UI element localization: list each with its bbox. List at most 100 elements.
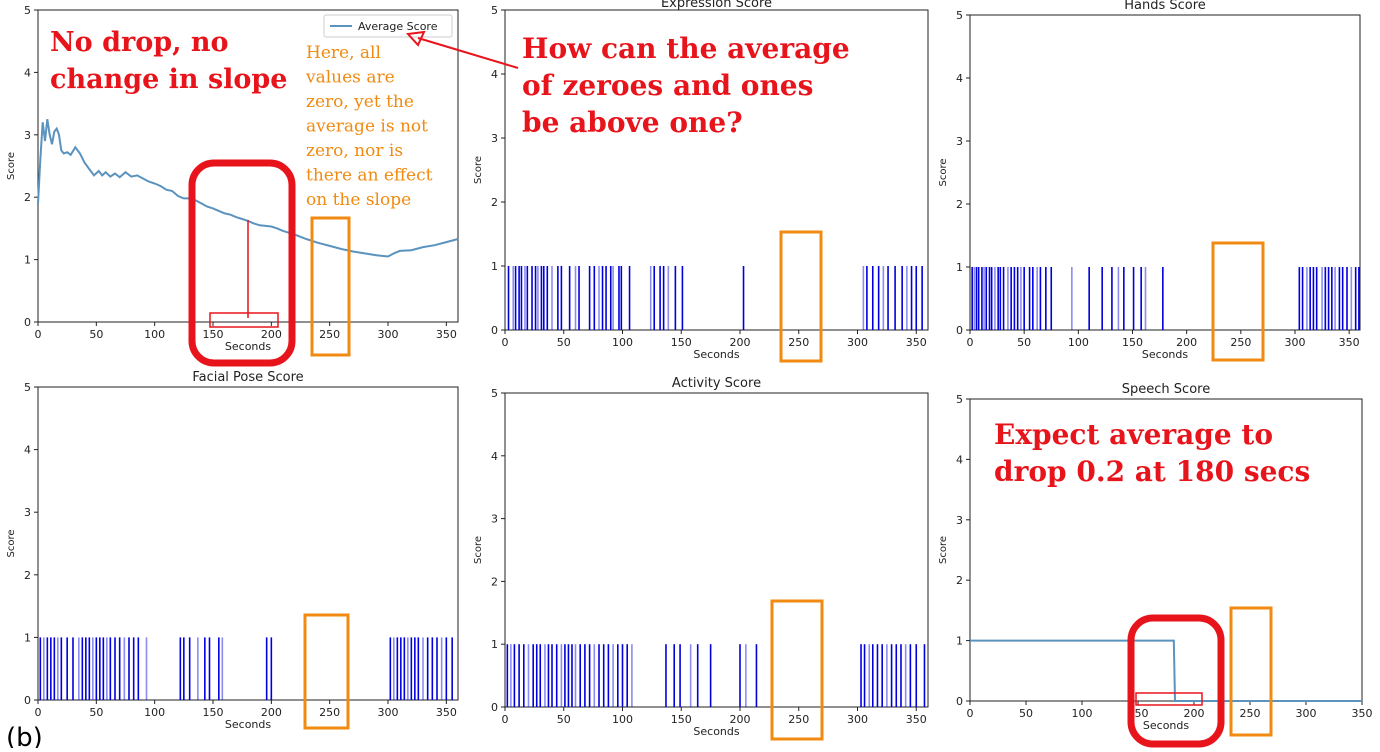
x-tick-label: 300 <box>378 328 399 341</box>
zoom-marker-speech <box>1135 692 1203 706</box>
x-axis-label: Seconds <box>225 340 271 353</box>
figure-label: (b) <box>6 723 43 748</box>
x-tick-label: 350 <box>906 336 927 349</box>
x-tick-label: 150 <box>203 328 224 341</box>
x-tick-label: 250 <box>319 328 340 341</box>
y-tick-label: 1 <box>956 635 963 648</box>
annotation-line: No drop, no <box>50 27 229 58</box>
x-tick-label: 300 <box>847 713 868 726</box>
x-tick-label: 250 <box>788 713 809 726</box>
x-tick-label: 350 <box>1339 336 1360 349</box>
x-tick-label: 150 <box>671 713 692 726</box>
y-tick-label: 0 <box>956 324 963 337</box>
y-tick-label: 2 <box>491 575 498 588</box>
annotation-line: zero, nor is <box>306 141 403 161</box>
arrow-head <box>405 30 426 47</box>
y-tick-label: 4 <box>491 450 498 463</box>
x-tick-label: 100 <box>144 328 165 341</box>
x-tick-label: 300 <box>1296 707 1317 720</box>
annotation-no-drop: No drop, no change in slope <box>50 27 287 95</box>
x-tick-label: 150 <box>1122 336 1143 349</box>
y-tick-label: 2 <box>24 191 31 204</box>
annotation-line: drop 0.2 at 180 secs <box>994 455 1310 488</box>
x-tick-label: 100 <box>612 713 633 726</box>
y-tick-label: 3 <box>24 506 31 519</box>
chart-title: Expression Score <box>661 0 772 11</box>
y-tick-label: 0 <box>956 695 963 708</box>
x-tick-label: 0 <box>967 336 974 349</box>
x-tick-label: 100 <box>1068 336 1089 349</box>
x-tick-label: 50 <box>557 336 571 349</box>
x-tick-label: 300 <box>378 706 399 719</box>
highlight-red-box-speech <box>1127 614 1225 748</box>
plot-frame <box>37 386 459 701</box>
x-tick-label: 200 <box>730 336 751 349</box>
chart-title: Activity Score <box>672 376 761 391</box>
x-axis-label: Seconds <box>693 725 739 738</box>
y-tick-label: 2 <box>956 198 963 211</box>
plot-frame <box>969 14 1361 331</box>
x-tick-label: 0 <box>502 336 509 349</box>
y-tick-label: 1 <box>24 631 31 644</box>
y-tick-label: 0 <box>491 701 498 714</box>
plot-frame <box>37 9 459 323</box>
annotation-how-can-average: How can the average of zeroes and ones be … <box>522 32 850 139</box>
x-tick-label: 200 <box>1184 707 1205 720</box>
x-tick-label: 150 <box>671 336 692 349</box>
x-tick-label: 50 <box>89 328 103 341</box>
annotation-line: on the slope <box>306 190 411 210</box>
x-tick-label: 0 <box>35 328 42 341</box>
y-axis-label: Score <box>473 156 484 184</box>
y-tick-label: 5 <box>956 393 963 406</box>
x-tick-label: 250 <box>1230 336 1251 349</box>
x-tick-label: 350 <box>436 706 457 719</box>
y-tick-label: 4 <box>956 453 963 466</box>
highlight-orange-box-facial <box>303 613 350 730</box>
x-tick-label: 150 <box>203 706 224 719</box>
y-tick-label: 1 <box>24 254 31 267</box>
x-tick-label: 0 <box>502 713 509 726</box>
y-tick-label: 4 <box>491 68 498 81</box>
x-tick-label: 50 <box>89 706 103 719</box>
x-tick-label: 350 <box>906 713 927 726</box>
y-tick-label: 5 <box>956 9 963 22</box>
y-axis-label: Score <box>6 152 17 180</box>
y-tick-label: 4 <box>24 444 31 457</box>
chart-title: Hands Score <box>1124 0 1206 13</box>
annotation-line: change in slope <box>50 64 287 95</box>
annotation-line: Expect average to <box>994 418 1273 451</box>
series-line <box>970 639 1362 702</box>
y-tick-label: 5 <box>24 4 31 17</box>
chart-title: Speech Score <box>1122 382 1210 397</box>
x-axis-label: Seconds <box>225 718 271 731</box>
y-tick-label: 5 <box>24 381 31 394</box>
x-tick-label: 50 <box>1019 707 1033 720</box>
x-tick-label: 200 <box>1176 336 1197 349</box>
annotation-line: average is not <box>306 117 428 137</box>
x-tick-label: 100 <box>144 706 165 719</box>
x-tick-label: 200 <box>261 328 282 341</box>
y-axis-label: Score <box>473 536 484 564</box>
highlight-orange-box-speech <box>1229 606 1273 737</box>
y-tick-label: 5 <box>491 4 498 17</box>
annotation-line: values are <box>305 68 395 88</box>
highlight-orange-box-expression <box>779 230 823 363</box>
annotation-line: of zeroes and ones <box>522 69 813 102</box>
annotation-line: How can the average <box>522 32 850 65</box>
annotation-line: there an effect <box>306 166 433 186</box>
y-tick-label: 5 <box>491 387 498 400</box>
y-tick-label: 0 <box>24 316 31 329</box>
chart-title: Facial Pose Score <box>192 370 303 385</box>
x-axis-label: Seconds <box>1142 348 1188 361</box>
x-tick-label: 100 <box>1072 707 1093 720</box>
highlight-orange-box-hands <box>1211 241 1265 362</box>
y-axis-label: Score <box>938 536 949 564</box>
arrow-to-legend <box>417 37 519 69</box>
x-tick-label: 100 <box>612 336 633 349</box>
